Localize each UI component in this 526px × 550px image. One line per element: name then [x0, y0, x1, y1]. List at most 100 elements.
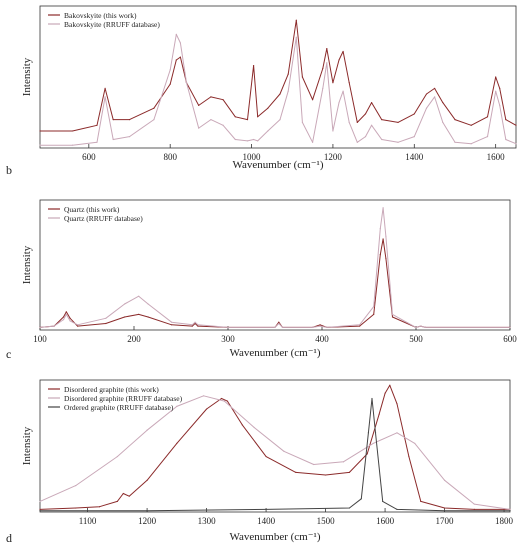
data-point: [124, 303, 126, 305]
data-point: [205, 408, 208, 410]
data-point: [332, 82, 334, 84]
data-point: [116, 455, 118, 458]
data-point: [265, 508, 267, 510]
x-tick-label: 1600: [376, 516, 395, 526]
data-point: [287, 73, 289, 75]
data-point: [364, 136, 367, 138]
data-point: [39, 510, 41, 512]
data-point: [175, 33, 177, 36]
data-point: [279, 119, 281, 121]
data-point: [381, 138, 383, 141]
data-point: [185, 82, 188, 84]
data-point: [146, 510, 148, 512]
data-point: [499, 104, 501, 106]
data-point: [226, 400, 229, 402]
data-point: [75, 485, 77, 487]
data-point: [176, 405, 178, 407]
data-point: [169, 69, 171, 71]
data-point: [220, 397, 223, 400]
data-point: [486, 136, 489, 138]
data-point: [278, 322, 280, 325]
x-tick-label: 1400: [257, 516, 276, 526]
data-point: [319, 324, 321, 326]
data-point: [364, 113, 367, 115]
data-point: [197, 324, 199, 326]
panel-label: c: [6, 347, 11, 361]
legend-label: Quartz (this work): [64, 205, 120, 214]
x-tick-label: 600: [82, 152, 96, 162]
x-tick-label: 1600: [487, 152, 506, 162]
data-point: [246, 140, 249, 142]
data-point: [295, 36, 297, 38]
data-point: [176, 442, 178, 444]
data-point: [454, 119, 456, 121]
data-point: [278, 321, 280, 323]
data-point: [443, 479, 446, 481]
x-axis-label: Wavenumber (cm⁻¹): [230, 347, 321, 359]
chart-panel-d: 1100 1200 1300 1400 1500 1600 1700 1800 Disorder…: [6, 379, 514, 545]
data-point: [356, 121, 358, 124]
x-tick-label: 1400: [405, 152, 424, 162]
data-point: [138, 295, 140, 297]
data-point: [241, 424, 243, 426]
chart-panel-c: 100 200 300 400 500 600 Quartz (this work)Quar…: [6, 199, 517, 361]
data-point: [39, 326, 41, 328]
data-point: [39, 144, 41, 146]
data-point: [234, 116, 236, 118]
data-point: [194, 321, 196, 323]
data-point: [509, 326, 511, 328]
data-point: [62, 316, 65, 318]
legend-label: Ordered graphite (RRUFF database): [64, 403, 174, 412]
y-axis-label: Intensity: [21, 245, 33, 284]
data-point: [378, 413, 380, 415]
x-tick-label: 1100: [79, 516, 97, 526]
data-point: [332, 130, 334, 132]
data-point: [104, 96, 106, 98]
data-point: [312, 326, 314, 328]
data-point: [382, 207, 384, 209]
data-point: [342, 90, 344, 92]
data-point: [420, 500, 422, 503]
data-point: [413, 136, 415, 138]
data-point: [146, 479, 148, 481]
series-line-c-1: [39, 207, 510, 328]
x-tick-label: 600: [503, 334, 517, 344]
x-tick-label: 1800: [495, 516, 514, 526]
plot-frame: [39, 199, 511, 331]
data-point: [509, 508, 511, 510]
x-tick-label: 1200: [138, 516, 157, 526]
data-point: [138, 313, 140, 315]
data-point: [360, 498, 362, 500]
data-point: [105, 322, 107, 325]
data-point: [326, 62, 328, 64]
data-point: [342, 50, 344, 53]
data-point: [252, 138, 255, 141]
data-point: [434, 96, 436, 98]
data-point: [116, 500, 118, 503]
data-point: [191, 325, 193, 327]
data-point: [473, 503, 475, 505]
data-point: [348, 82, 350, 84]
data-point: [257, 140, 259, 142]
panel-label: b: [6, 163, 12, 177]
data-point: [153, 107, 155, 109]
data-point: [265, 455, 267, 458]
data-point: [382, 238, 384, 240]
data-point: [442, 121, 444, 124]
data-point: [370, 124, 373, 126]
data-point: [319, 325, 321, 327]
data-point: [348, 507, 350, 509]
data-point: [434, 87, 436, 89]
data-point: [338, 59, 340, 61]
data-point: [311, 141, 314, 143]
data-point: [408, 455, 410, 458]
data-point: [379, 254, 381, 256]
data-point: [470, 124, 472, 126]
data-point: [414, 442, 416, 444]
data-point: [391, 313, 394, 315]
data-point: [425, 93, 428, 95]
x-tick-label: 800: [163, 152, 177, 162]
data-point: [515, 124, 517, 126]
